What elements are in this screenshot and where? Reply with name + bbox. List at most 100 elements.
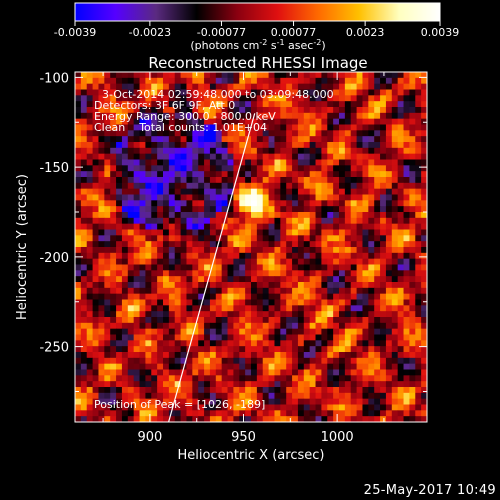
heatmap-cell bbox=[116, 270, 123, 277]
heatmap-cell bbox=[139, 200, 146, 207]
heatmap-cell bbox=[368, 305, 375, 312]
heatmap-cell bbox=[174, 410, 181, 417]
heatmap-cell bbox=[421, 340, 427, 347]
heatmap-cell bbox=[380, 264, 387, 271]
heatmap-cell bbox=[274, 235, 281, 242]
heatmap-cell bbox=[415, 147, 422, 155]
heatmap-cell bbox=[104, 416, 111, 422]
heatmap-cell bbox=[204, 147, 211, 155]
colorbar-ticks bbox=[74, 21, 441, 26]
heatmap-cell bbox=[374, 293, 381, 300]
heatmap-cell bbox=[239, 171, 246, 178]
heatmap-cell bbox=[380, 212, 387, 219]
heatmap-cell bbox=[163, 124, 170, 131]
heatmap-cell bbox=[121, 118, 129, 125]
heatmap-cell bbox=[245, 322, 252, 330]
heatmap-cell bbox=[297, 276, 305, 283]
heatmap-cell bbox=[385, 328, 393, 335]
heatmap-cell bbox=[174, 136, 181, 143]
heatmap-cell bbox=[391, 346, 399, 353]
heatmap-cell bbox=[309, 305, 316, 312]
heatmap-cell bbox=[403, 241, 410, 248]
heatmap-cell bbox=[403, 118, 410, 125]
heatmap-cell bbox=[333, 264, 340, 271]
heatmap-cell bbox=[209, 264, 217, 271]
heatmap-cell bbox=[385, 334, 393, 341]
heatmap-cell bbox=[333, 252, 340, 260]
heatmap-cell bbox=[110, 130, 117, 137]
heatmap-cell bbox=[192, 95, 199, 102]
heatmap-cell bbox=[397, 72, 404, 79]
heatmap-cell bbox=[151, 112, 158, 120]
heatmap-cell bbox=[145, 217, 152, 225]
heatmap-cell bbox=[145, 124, 152, 131]
heatmap-cell bbox=[315, 200, 322, 207]
heatmap-cell bbox=[174, 130, 181, 137]
heatmap-cell bbox=[327, 77, 334, 85]
heatmap-cell bbox=[368, 130, 375, 137]
heatmap-cell bbox=[350, 369, 357, 376]
heatmap-cell bbox=[327, 293, 334, 300]
heatmap-cell bbox=[168, 194, 176, 201]
heatmap-cell bbox=[421, 416, 427, 422]
heatmap-cell bbox=[421, 322, 427, 330]
heatmap-cell bbox=[391, 416, 399, 422]
heatmap-cell bbox=[86, 305, 93, 312]
heatmap-cell bbox=[174, 217, 181, 225]
heatmap-cell bbox=[368, 159, 375, 166]
heatmap-cell bbox=[374, 357, 381, 365]
heatmap-cell bbox=[268, 352, 275, 359]
heatmap-cell bbox=[145, 159, 152, 166]
y-axis-ticks: -100-150-200-250 bbox=[39, 71, 427, 392]
heatmap-cell bbox=[397, 357, 404, 365]
heatmap-cell bbox=[163, 398, 170, 405]
heatmap-cell bbox=[421, 107, 427, 114]
heatmap-cell bbox=[209, 89, 217, 96]
heatmap-cell bbox=[192, 252, 199, 260]
heatmap-cell bbox=[180, 200, 187, 207]
heatmap-cell bbox=[75, 206, 82, 213]
heatmap-cell bbox=[280, 147, 287, 155]
heatmap-cell bbox=[139, 311, 146, 318]
heatmap-cell bbox=[362, 153, 369, 160]
heatmap-cell bbox=[268, 77, 275, 85]
heatmap-cell bbox=[333, 217, 340, 225]
heatmap-cell bbox=[268, 328, 275, 335]
heatmap-cell bbox=[133, 299, 140, 306]
heatmap-cell bbox=[356, 311, 363, 318]
heatmap-cell bbox=[327, 270, 334, 277]
heatmap-cell bbox=[192, 258, 199, 265]
heatmap-cell bbox=[80, 282, 88, 289]
heatmap-cell bbox=[380, 317, 387, 324]
heatmap-cell bbox=[239, 182, 246, 190]
heatmap-cell bbox=[262, 171, 269, 178]
heatmap-cell bbox=[221, 77, 228, 85]
heatmap-cell bbox=[192, 235, 199, 242]
heatmap-cell bbox=[350, 334, 357, 341]
heatmap-cell bbox=[227, 410, 234, 417]
heatmap-cell bbox=[303, 95, 311, 102]
heatmap-cell bbox=[356, 194, 363, 201]
heatmap-cell bbox=[116, 101, 123, 108]
heatmap-cell bbox=[362, 182, 369, 190]
heatmap-cell bbox=[350, 375, 357, 382]
heatmap-cell bbox=[327, 305, 334, 312]
heatmap-cell bbox=[92, 194, 99, 201]
heatmap-cell bbox=[385, 124, 393, 131]
heatmap-cell bbox=[397, 369, 404, 376]
heatmap-cell bbox=[391, 194, 399, 201]
heatmap-cell bbox=[415, 118, 422, 125]
heatmap-cell bbox=[309, 387, 316, 394]
heatmap-cell bbox=[327, 101, 334, 108]
heatmap-cell bbox=[397, 381, 404, 388]
heatmap-cell bbox=[239, 375, 246, 382]
heatmap-cell bbox=[391, 147, 399, 155]
heatmap-cell bbox=[321, 287, 328, 295]
heatmap-cell bbox=[121, 89, 129, 96]
heatmap-cell bbox=[292, 182, 299, 190]
heatmap-cell bbox=[251, 340, 258, 347]
heatmap-cell bbox=[86, 247, 93, 254]
heatmap-cell bbox=[333, 305, 340, 312]
heatmap-cell bbox=[286, 387, 293, 394]
heatmap-cell bbox=[110, 340, 117, 347]
